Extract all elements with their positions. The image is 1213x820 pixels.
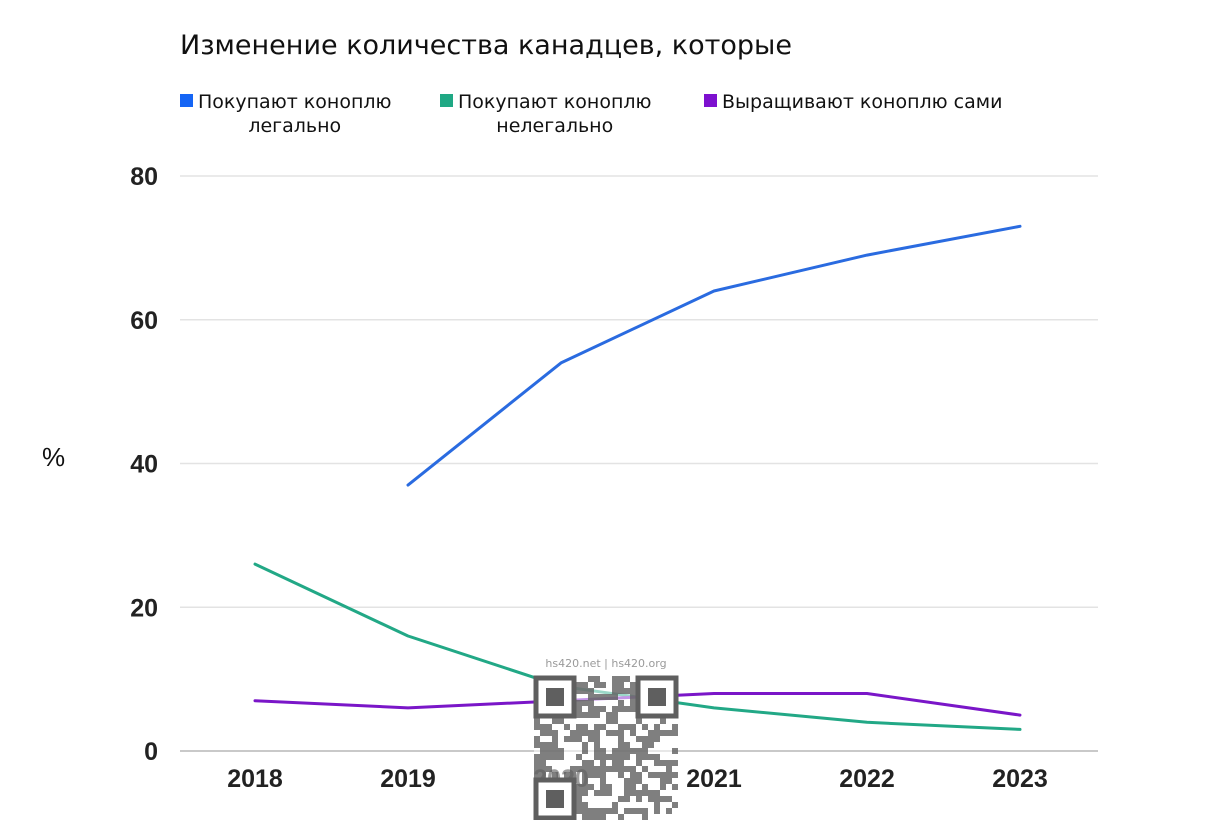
legend-item-homegrown: Выращивают коноплю сами — [704, 90, 1002, 114]
x-tick-label: 2019 — [380, 765, 436, 793]
y-tick-label: 40 — [130, 451, 158, 479]
qr-code-icon — [533, 675, 679, 820]
legend-label-illegal: Покупают коноплю нелегально — [458, 91, 652, 137]
series-lines — [253, 224, 1022, 731]
y-tick-label: 80 — [130, 163, 158, 191]
legend-item-legal: Покупают коноплю легально — [180, 90, 392, 138]
chart-title: Изменение количества канадцев, которые — [180, 30, 792, 61]
series-line-1 — [406, 224, 1022, 487]
legend-label-legal: Покупают коноплю легально — [198, 91, 392, 137]
legend-item-illegal: Покупают коноплю нелегально — [440, 90, 652, 138]
watermark-text: hs420.net | hs420.org — [545, 657, 666, 670]
legend-swatch-illegal — [440, 94, 453, 107]
y-tick-label: 20 — [130, 594, 158, 622]
x-tick-label: 2023 — [992, 765, 1048, 793]
y-tick-label: 0 — [144, 738, 158, 766]
watermark: hs420.net | hs420.org — [533, 657, 679, 820]
legend-swatch-legal — [180, 94, 193, 107]
x-tick-label: 2021 — [686, 765, 742, 793]
legend-label-homegrown: Выращивают коноплю сами — [722, 91, 1003, 113]
x-tick-label: 2018 — [227, 765, 283, 793]
x-tick-label: 2022 — [839, 765, 895, 793]
y-tick-label: 60 — [130, 307, 158, 335]
legend-swatch-homegrown — [704, 94, 717, 107]
y-axis-label: % — [42, 442, 66, 472]
y-tick-labels: 0 20 40 60 80 — [130, 163, 158, 766]
